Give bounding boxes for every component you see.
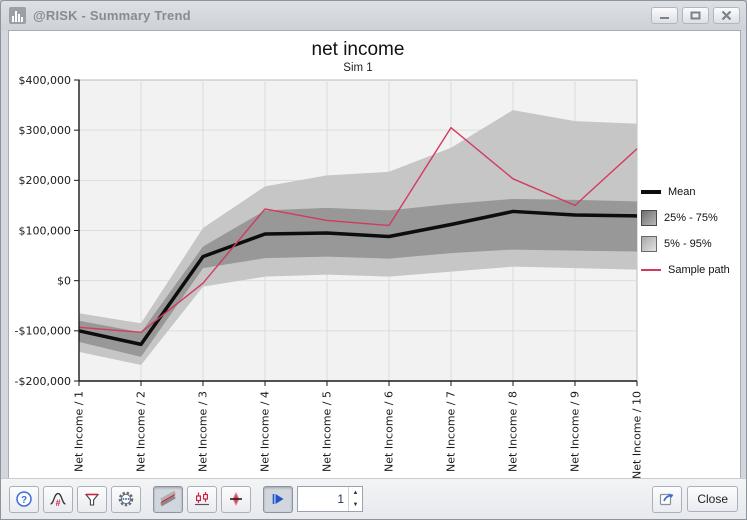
x-tick-label: Net Income / 6 [383, 391, 396, 472]
legend-item-5-95: 5% - 95% [641, 235, 741, 253]
help-button[interactable]: ? [9, 485, 39, 513]
inner-band-swatch [641, 210, 657, 226]
sample-path-line [78, 126, 638, 334]
play-step-button[interactable] [263, 485, 293, 513]
y-tick-label: $0 [57, 275, 71, 288]
close-window-button[interactable] [713, 7, 740, 24]
x-tick-label: Net Income / 3 [197, 391, 210, 472]
x-tick-label: Net Income / 4 [259, 391, 272, 472]
simulation-number-spinner: ▲ ▼ [297, 486, 363, 512]
box-plot-icon [195, 492, 209, 506]
y-tick-label: $300,000 [19, 124, 72, 137]
simulation-number-input[interactable] [298, 487, 348, 511]
titlebar: @RISK - Summary Trend [1, 1, 746, 30]
distribution-overlay-icon [230, 492, 242, 506]
y-tick-label: $400,000 [19, 74, 72, 87]
y-tick-label: $200,000 [19, 174, 72, 187]
trend-chart-button[interactable] [153, 485, 183, 513]
x-tick-label: Net Income / 7 [445, 391, 458, 472]
chart-legend: Mean 25% - 75% 5% - 95% Sample path [641, 183, 741, 287]
x-tick-label: Net Income / 8 [507, 391, 520, 472]
window-title: @RISK - Summary Trend [33, 8, 191, 23]
band-25-75 [79, 198, 637, 357]
trend-bands-icon [160, 490, 176, 507]
maximize-button[interactable] [682, 7, 709, 24]
y-tick-label: -$200,000 [15, 375, 71, 388]
y-tick-label: $100,000 [19, 224, 72, 237]
legend-item-25-75: 25% - 75% [641, 209, 741, 227]
distribution-overlay-button[interactable] [221, 485, 251, 513]
legend-label: 25% - 75% [664, 212, 718, 224]
mean-line-swatch [641, 190, 661, 194]
svg-text:#: # [55, 498, 60, 508]
settings-button[interactable] [111, 485, 141, 513]
legend-label: Mean [668, 186, 696, 198]
mean-line [78, 209, 638, 347]
box-plot-button[interactable] [187, 485, 217, 513]
x-tick-label: Net Income / 2 [135, 391, 148, 472]
x-tick-label: Net Income / 9 [569, 391, 582, 472]
y-tick-label: -$100,000 [15, 325, 71, 338]
close-icon [721, 11, 732, 20]
play-step-icon [272, 494, 284, 504]
distribution-format-icon: # [50, 492, 66, 508]
export-icon [660, 493, 674, 506]
maximize-icon [690, 11, 701, 20]
legend-item-mean: Mean [641, 183, 741, 201]
minimize-button[interactable] [651, 7, 678, 24]
spin-up-icon[interactable]: ▲ [352, 490, 359, 496]
x-tick-label: Net Income / 5 [321, 391, 334, 472]
x-tick-label: Net Income / 10 [631, 391, 644, 478]
svg-text:?: ? [21, 495, 27, 506]
export-button[interactable] [652, 485, 683, 513]
filter-button[interactable] [77, 485, 107, 513]
legend-item-sample-path: Sample path [641, 261, 741, 279]
bottom-toolbar: ? # [1, 478, 746, 519]
x-tick-label: Net Income / 1 [73, 391, 86, 472]
spin-down-icon[interactable]: ▼ [352, 502, 359, 508]
settings-gear-icon [118, 491, 134, 507]
legend-label: 5% - 95% [664, 238, 712, 250]
legend-label: Sample path [668, 264, 730, 276]
close-button[interactable]: Close [687, 486, 738, 512]
chart-canvas: -$200,000 -$100,000 $0 $100,000 $200,000 $300… [15, 74, 644, 479]
distribution-format-button[interactable]: # [43, 485, 73, 513]
risk-app-icon [9, 7, 26, 24]
help-icon: ? [16, 491, 32, 507]
outer-band-swatch [641, 236, 657, 252]
minimize-icon [660, 17, 669, 19]
chart-panel: net income Sim 1 -$200,000 -$100,000 $0 $10… [8, 30, 741, 479]
filter-icon [84, 493, 100, 506]
sample-path-swatch [641, 269, 661, 271]
